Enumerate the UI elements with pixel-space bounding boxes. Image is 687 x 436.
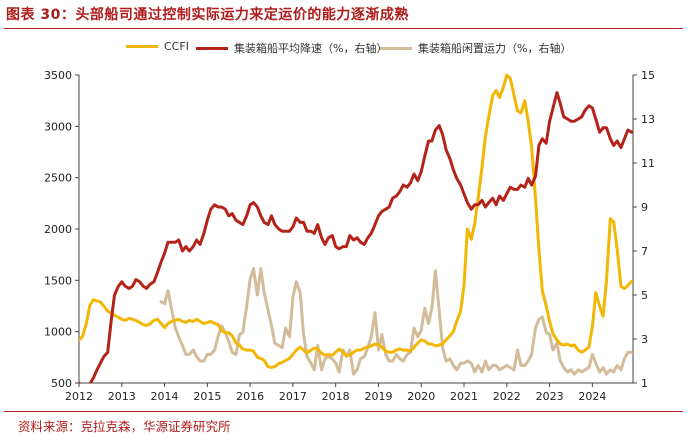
- y-right-tick-label: 15: [641, 69, 655, 82]
- legend-swatch-idle: [380, 46, 412, 50]
- chart-title: 图表 30：头部船司通过控制实际运力来定运价的能力逐渐成熟: [6, 7, 409, 23]
- x-tick-label: 2024: [578, 390, 606, 403]
- series-line-avg-speed-reduction: [79, 91, 633, 383]
- x-tick-label: 2013: [108, 390, 136, 403]
- y-right-tick-label: 7: [641, 245, 648, 258]
- x-tick-label: 2017: [279, 390, 307, 403]
- y-left-tick-label: 1000: [44, 326, 72, 339]
- y-right-tick-label: 3: [641, 333, 648, 346]
- x-tick-label: 2014: [151, 390, 179, 403]
- x-tick-label: 2015: [193, 390, 221, 403]
- x-tick-label: 2022: [493, 390, 521, 403]
- y-left-tick-label: 1500: [44, 274, 72, 287]
- y-right-tick-label: 11: [641, 157, 655, 170]
- series-line-ccfi: [79, 73, 633, 370]
- legend-label-speed: 集装箱船平均降速（%，右轴）: [234, 42, 388, 55]
- series-line-idle-capacity: [159, 267, 633, 376]
- legend-item-ccfi: CCFI: [126, 40, 189, 53]
- x-tick-label: 2021: [450, 390, 478, 403]
- legend-label-idle: 集装箱船闲置运力（%，右轴）: [418, 42, 572, 55]
- x-tick-label: 2020: [407, 390, 435, 403]
- x-tick-label: 2016: [236, 390, 264, 403]
- y-left-tick-label: 2000: [44, 223, 72, 236]
- y-right-tick-label: 5: [641, 289, 648, 302]
- legend-item-idle: 集装箱船闲置运力（%，右轴）: [380, 40, 571, 56]
- y-left-tick-label: 3500: [44, 69, 72, 82]
- y-right-tick-label: 1: [641, 377, 648, 390]
- y-right-tick-label: 13: [641, 113, 655, 126]
- y-right-tick-label: 9: [641, 201, 648, 214]
- legend-item-speed: 集装箱船平均降速（%，右轴）: [196, 40, 387, 56]
- y-left-tick-label: 2500: [44, 172, 72, 185]
- title-divider: [4, 28, 683, 29]
- x-tick-label: 2023: [536, 390, 564, 403]
- legend-label-ccfi: CCFI: [164, 40, 189, 53]
- y-left-tick-label: 500: [51, 377, 72, 390]
- source-note: 资料来源：克拉克森，华源证券研究所: [18, 419, 231, 434]
- legend-swatch-speed: [196, 46, 228, 50]
- y-left-tick-label: 3000: [44, 120, 72, 133]
- source-divider: [4, 411, 683, 412]
- x-tick-label: 2018: [322, 390, 350, 403]
- x-tick-label: 2019: [364, 390, 392, 403]
- x-tick-label: 2012: [65, 390, 93, 403]
- legend-swatch-ccfi: [126, 45, 158, 48]
